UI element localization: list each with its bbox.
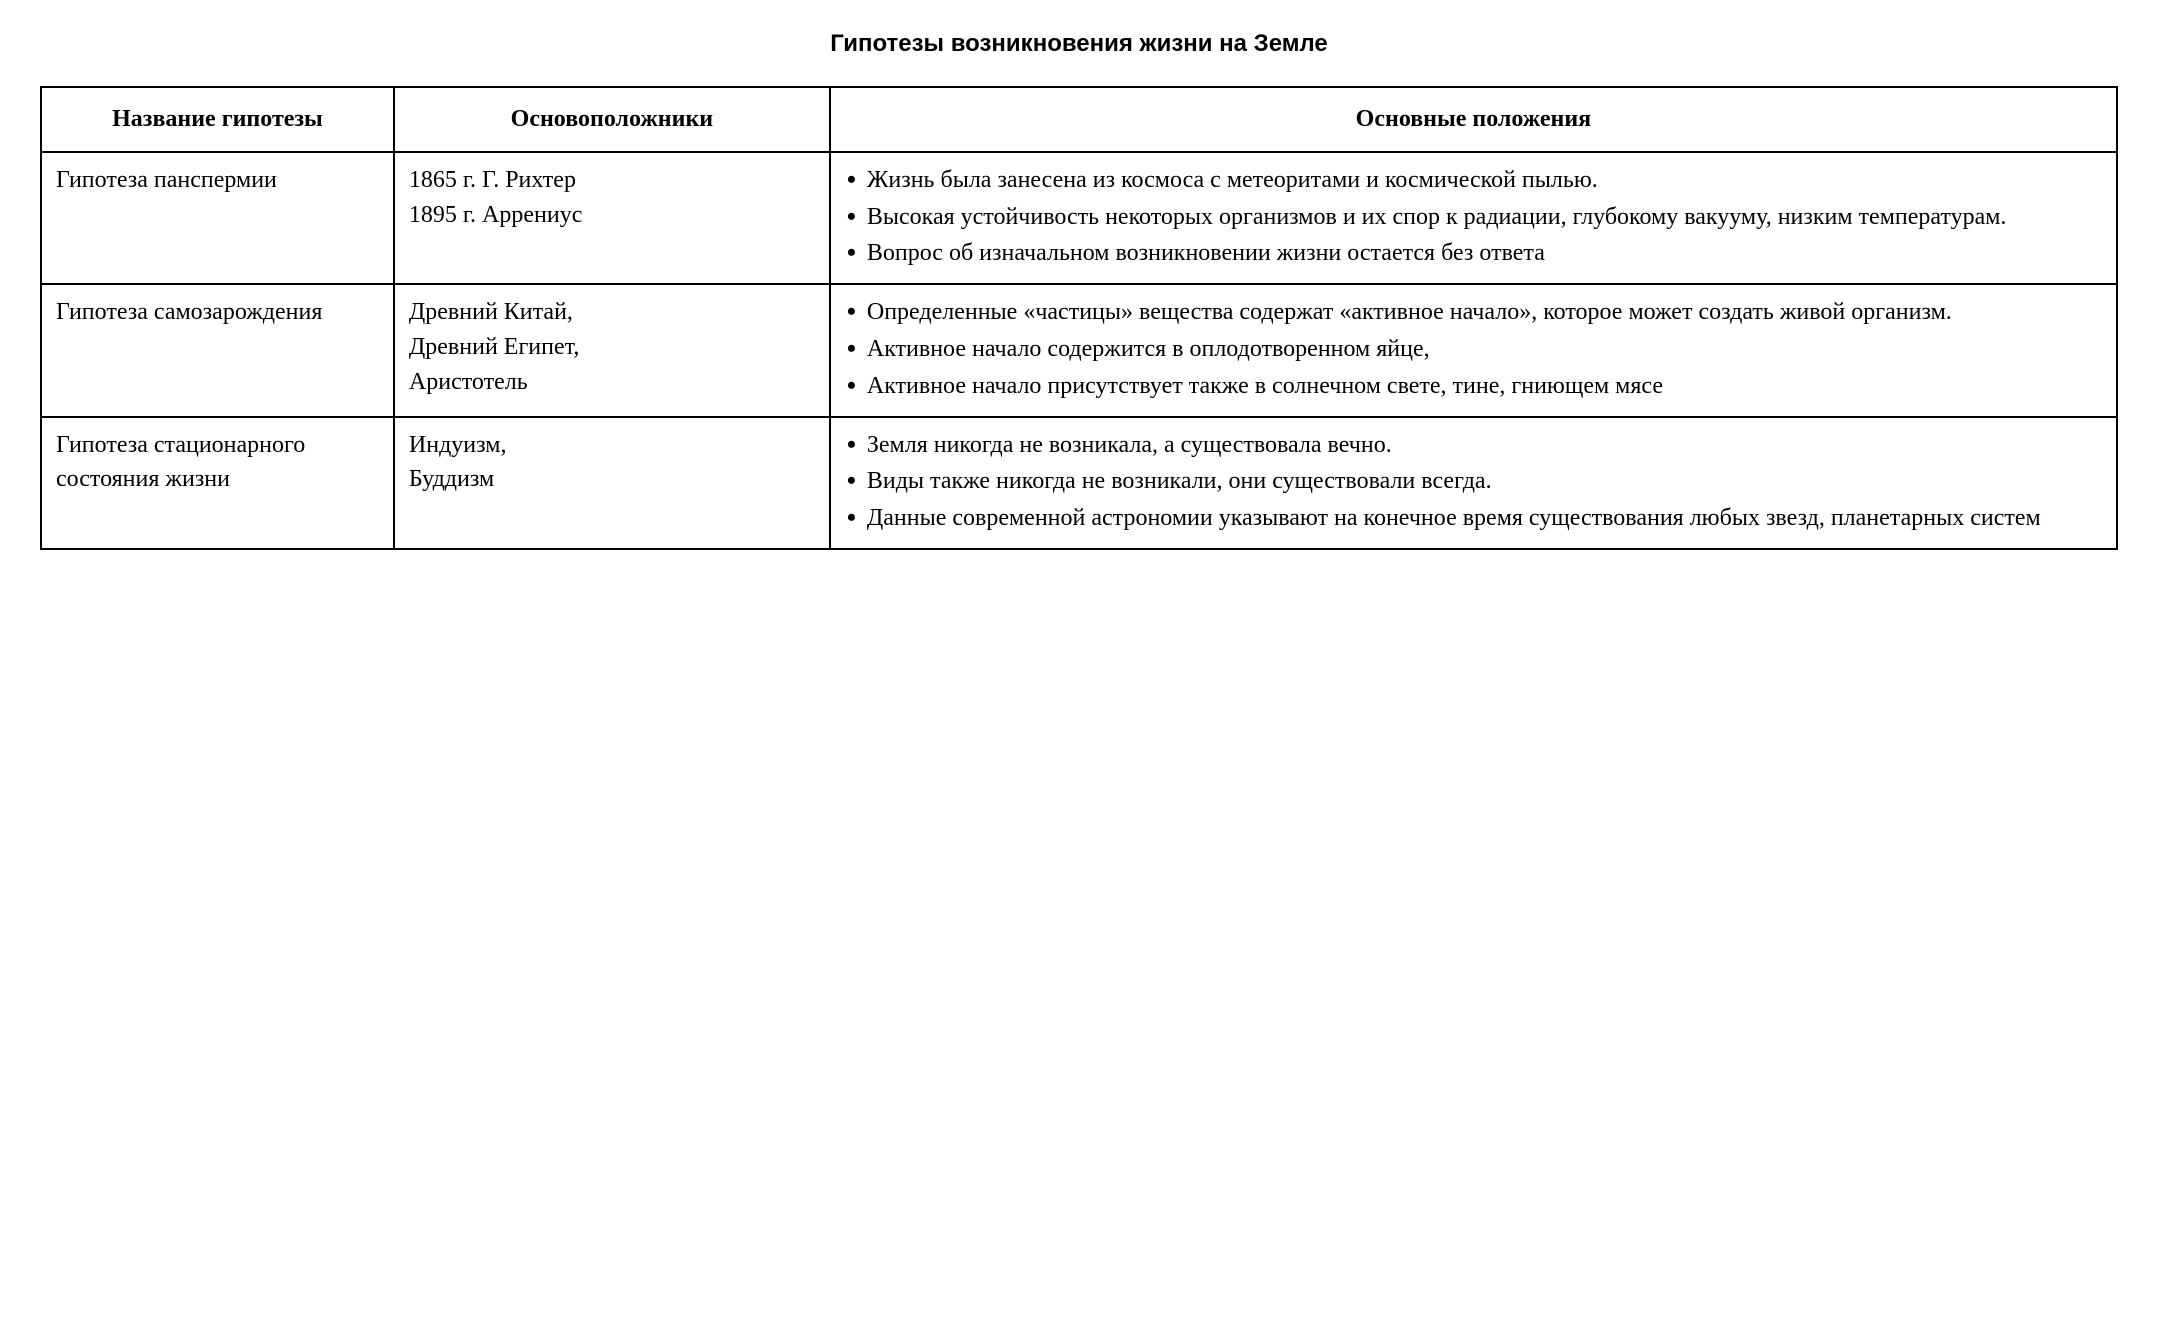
point-item: Определенные «частицы» вещества содержат…	[845, 295, 2102, 330]
point-item: Вопрос об изначальном возникновении жизн…	[845, 236, 2102, 271]
header-founders: Основоположники	[394, 87, 830, 152]
point-item: Виды также никогда не возникали, они сущ…	[845, 464, 2102, 499]
points-list: Земля никогда не возникала, а существова…	[845, 428, 2102, 536]
point-item: Активное начало присутствует также в сол…	[845, 369, 2102, 404]
founder-line: Древний Египет,	[409, 330, 815, 365]
point-item: Земля никогда не возникала, а существова…	[845, 428, 2102, 463]
founder-line: Древний Китай,	[409, 295, 815, 330]
cell-name: Гипотеза стационарного состояния жизни	[41, 417, 394, 549]
cell-founders: Древний Китай, Древний Египет, Аристотел…	[394, 284, 830, 416]
cell-main: Земля никогда не возникала, а существова…	[830, 417, 2117, 549]
page-title: Гипотезы возникновения жизни на Земле	[40, 30, 2118, 58]
founder-line: Буддизм	[409, 462, 815, 497]
cell-founders: Индуизм, Буддизм	[394, 417, 830, 549]
table-header-row: Название гипотезы Основоположники Основн…	[41, 87, 2117, 152]
founder-line: 1895 г. Аррениус	[409, 198, 815, 233]
point-item: Данные современной астрономии указывают …	[845, 501, 2102, 536]
founder-line: Аристотель	[409, 365, 815, 400]
cell-main: Определенные «частицы» вещества содержат…	[830, 284, 2117, 416]
table-row: Гипотеза самозарождения Древний Китай, Д…	[41, 284, 2117, 416]
cell-name: Гипотеза самозарождения	[41, 284, 394, 416]
points-list: Определенные «частицы» вещества содержат…	[845, 295, 2102, 403]
header-name: Название гипотезы	[41, 87, 394, 152]
table-row: Гипотеза стационарного состояния жизни И…	[41, 417, 2117, 549]
point-item: Жизнь была занесена из космоса с метеори…	[845, 163, 2102, 198]
table-row: Гипотеза панспермии 1865 г. Г. Рихтер 18…	[41, 152, 2117, 284]
cell-founders: 1865 г. Г. Рихтер 1895 г. Аррениус	[394, 152, 830, 284]
point-item: Высокая устойчивость некоторых организмо…	[845, 200, 2102, 235]
founder-line: 1865 г. Г. Рихтер	[409, 163, 815, 198]
point-item: Активное начало содержится в оплодотворе…	[845, 332, 2102, 367]
hypotheses-table: Название гипотезы Основоположники Основн…	[40, 86, 2118, 550]
cell-main: Жизнь была занесена из космоса с метеори…	[830, 152, 2117, 284]
founder-line: Индуизм,	[409, 428, 815, 463]
points-list: Жизнь была занесена из космоса с метеори…	[845, 163, 2102, 271]
header-main: Основные положения	[830, 87, 2117, 152]
cell-name: Гипотеза панспермии	[41, 152, 394, 284]
